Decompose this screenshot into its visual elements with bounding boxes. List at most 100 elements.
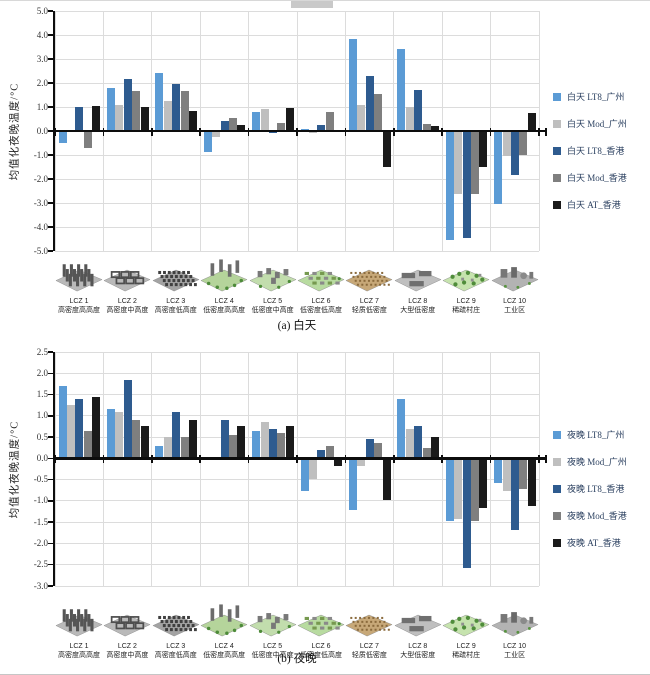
y-tick-label: -4.0 [33, 221, 48, 232]
horizontal-gridline [55, 415, 539, 417]
lcz-icons-row: LCZ 1 高密度高高度 LCZ 2 高密度中高度 LCZ 3 高密度低高度 LCZ 4 低密… [55, 592, 539, 664]
vertical-gridline [538, 352, 540, 586]
lcz-category-cell: LCZ 2 高密度中高度 [103, 247, 152, 315]
horizontal-gridline [55, 202, 539, 204]
bar-lcz2-series2 [115, 411, 124, 459]
x-axis-tick [102, 455, 105, 464]
x-axis-end-tick [545, 455, 547, 464]
bar-lcz1-series1 [58, 386, 67, 459]
bar-lcz5-series4 [277, 122, 286, 131]
horizontal-gridline [55, 351, 539, 353]
lcz2-compact-midrise-icon [103, 269, 152, 297]
y-axis-tick [48, 415, 53, 417]
x-axis-tick [344, 455, 347, 464]
lcz4-open-highrise-icon [200, 259, 248, 297]
lcz-category-label: LCZ 1 高密度高高度 [58, 643, 100, 659]
y-axis-tick [48, 478, 53, 481]
lcz-category-cell: LCZ 8 大型低密度 [394, 247, 442, 315]
bar-lcz3-series3 [172, 84, 181, 131]
lcz-category-label: LCZ 4 低密度高高度 [203, 298, 246, 314]
legend-marker-swatch [553, 457, 561, 466]
lcz-category-cell: LCZ 3 高密度低高度 [152, 247, 200, 315]
plot-area-daytime: 5.0 4.0 3.0 2.0 1.0 0.0 -1.0 -2.0 -3.0 -4.0 -5.0 [34, 6, 547, 256]
y-axis-tick [48, 58, 53, 60]
legend-marker-swatch [553, 484, 561, 493]
bar-lcz4-series3 [220, 121, 229, 131]
lcz9-sparse-village-icon [442, 614, 490, 642]
horizontal-gridline [55, 521, 539, 523]
x-axis-tick [393, 455, 395, 464]
horizontal-gridline [55, 226, 539, 228]
x-axis-tick [54, 128, 56, 136]
bar-lcz6-series2 [309, 459, 317, 479]
y-axis-tick [48, 542, 53, 545]
y-axis-label: 均值化夜晚温度/°C [9, 420, 21, 519]
bar-lcz6-series4 [325, 445, 334, 459]
bar-lcz7-series1 [349, 38, 357, 131]
x-axis-tick [151, 128, 153, 136]
bar-lcz3-series2 [163, 101, 172, 131]
bar-lcz9-series4 [471, 132, 479, 195]
y-tick-label: 2.5 [36, 346, 48, 357]
x-axis-tick [54, 455, 56, 464]
bar-lcz10-series4 [519, 132, 528, 155]
lcz-category-cell: LCZ 5 低密度中高度 [248, 592, 297, 660]
lcz-category-label: LCZ 7 轻质低密度 [351, 298, 387, 314]
lcz7-lightweight-lowrise-icon [345, 614, 394, 642]
bar-lcz9-series2 [454, 459, 463, 519]
vertical-gridline [199, 352, 201, 586]
horizontal-gridline [55, 394, 539, 396]
legend-marker-swatch [553, 119, 561, 128]
y-axis-tick [48, 82, 53, 84]
lcz-icons-row: LCZ 1 高密度高高度 LCZ 2 高密度中高度 LCZ 3 高密度低高度 LCZ 4 低密… [55, 247, 539, 319]
lcz-category-label: LCZ 6 低密度低高度 [300, 643, 342, 659]
y-axis-tick [48, 154, 53, 156]
y-tick-label: -2.0 [33, 173, 48, 184]
bar-lcz5-series2 [260, 422, 269, 459]
lcz-category-cell: LCZ 7 轻质低密度 [345, 247, 394, 315]
bar-lcz4-series4 [229, 434, 237, 459]
x-axis-tick [199, 455, 201, 464]
bar-lcz4-series3 [220, 420, 229, 459]
bar-lcz5-series5 [285, 426, 294, 459]
bar-lcz6-series3 [317, 449, 326, 459]
bar-lcz4-series5 [237, 125, 246, 131]
horizontal-gridline [55, 585, 539, 587]
lcz3-compact-lowrise-icon [152, 269, 200, 297]
bar-lcz9-series5 [479, 132, 488, 167]
bar-lcz9-series3 [462, 132, 471, 238]
bar-lcz9-series5 [479, 459, 488, 509]
y-tick-label: -5.0 [33, 245, 48, 256]
bar-lcz8-series5 [431, 126, 439, 131]
y-tick-label: -2.5 [33, 559, 48, 570]
x-axis-tick [151, 455, 153, 464]
legend-label: 白天 Mod_广州 [567, 119, 627, 129]
lcz-category-label: LCZ 9 稀疏村庄 [452, 298, 481, 314]
bar-lcz7-series2 [357, 459, 366, 466]
bar-lcz8-series3 [414, 90, 423, 131]
bar-lcz2-series2 [115, 104, 124, 131]
lcz-category-label: LCZ 5 低密度中高度 [251, 298, 294, 314]
bar-lcz2-series4 [132, 420, 141, 459]
x-axis-tick [489, 128, 492, 136]
horizontal-gridline [55, 564, 539, 566]
bar-lcz7-series3 [365, 75, 374, 131]
bar-lcz9-series2 [454, 132, 463, 195]
lcz-category-cell: LCZ 6 低密度低高度 [297, 247, 345, 315]
lcz-category-label: LCZ 3 高密度低高度 [154, 298, 197, 314]
bar-lcz10-series1 [494, 459, 503, 483]
legend-item: 白天 AT_香港 [553, 191, 649, 218]
bar-lcz1-series5 [92, 396, 101, 459]
bar-lcz2-series3 [123, 79, 132, 131]
bar-lcz8-series3 [414, 426, 423, 459]
y-tick-label: -1.0 [33, 495, 48, 506]
y-axis-tick [48, 34, 53, 36]
y-axis-tick [48, 10, 53, 12]
lcz-category-label: LCZ 8 大型低密度 [400, 298, 436, 314]
lcz3-compact-lowrise-icon [152, 614, 200, 642]
lcz8-large-lowrise-icon [394, 269, 442, 297]
legend-item: 白天 Mod_香港 [553, 164, 649, 191]
lcz-category-cell: LCZ 6 低密度低高度 [297, 592, 345, 660]
legend-label: 白天 AT_香港 [567, 200, 621, 210]
